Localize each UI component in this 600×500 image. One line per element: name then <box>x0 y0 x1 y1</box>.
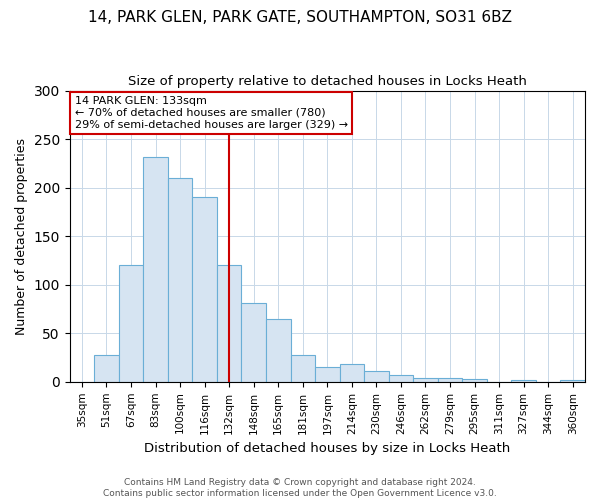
Text: 14, PARK GLEN, PARK GATE, SOUTHAMPTON, SO31 6BZ: 14, PARK GLEN, PARK GATE, SOUTHAMPTON, S… <box>88 10 512 25</box>
Bar <box>560 380 585 382</box>
Bar <box>193 198 217 382</box>
Bar <box>438 378 462 382</box>
Bar <box>143 156 168 382</box>
Title: Size of property relative to detached houses in Locks Heath: Size of property relative to detached ho… <box>128 75 527 88</box>
Bar <box>217 266 241 382</box>
Bar <box>340 364 364 382</box>
Bar <box>462 379 487 382</box>
Bar <box>266 318 290 382</box>
Bar <box>241 303 266 382</box>
Text: Contains HM Land Registry data © Crown copyright and database right 2024.
Contai: Contains HM Land Registry data © Crown c… <box>103 478 497 498</box>
Text: 14 PARK GLEN: 133sqm
← 70% of detached houses are smaller (780)
29% of semi-deta: 14 PARK GLEN: 133sqm ← 70% of detached h… <box>75 96 348 130</box>
Bar <box>364 371 389 382</box>
Bar <box>413 378 438 382</box>
X-axis label: Distribution of detached houses by size in Locks Heath: Distribution of detached houses by size … <box>144 442 511 455</box>
Bar <box>94 354 119 382</box>
Bar <box>290 354 315 382</box>
Bar <box>511 380 536 382</box>
Bar <box>389 375 413 382</box>
Bar <box>119 266 143 382</box>
Y-axis label: Number of detached properties: Number of detached properties <box>15 138 28 334</box>
Bar <box>315 368 340 382</box>
Bar <box>168 178 193 382</box>
